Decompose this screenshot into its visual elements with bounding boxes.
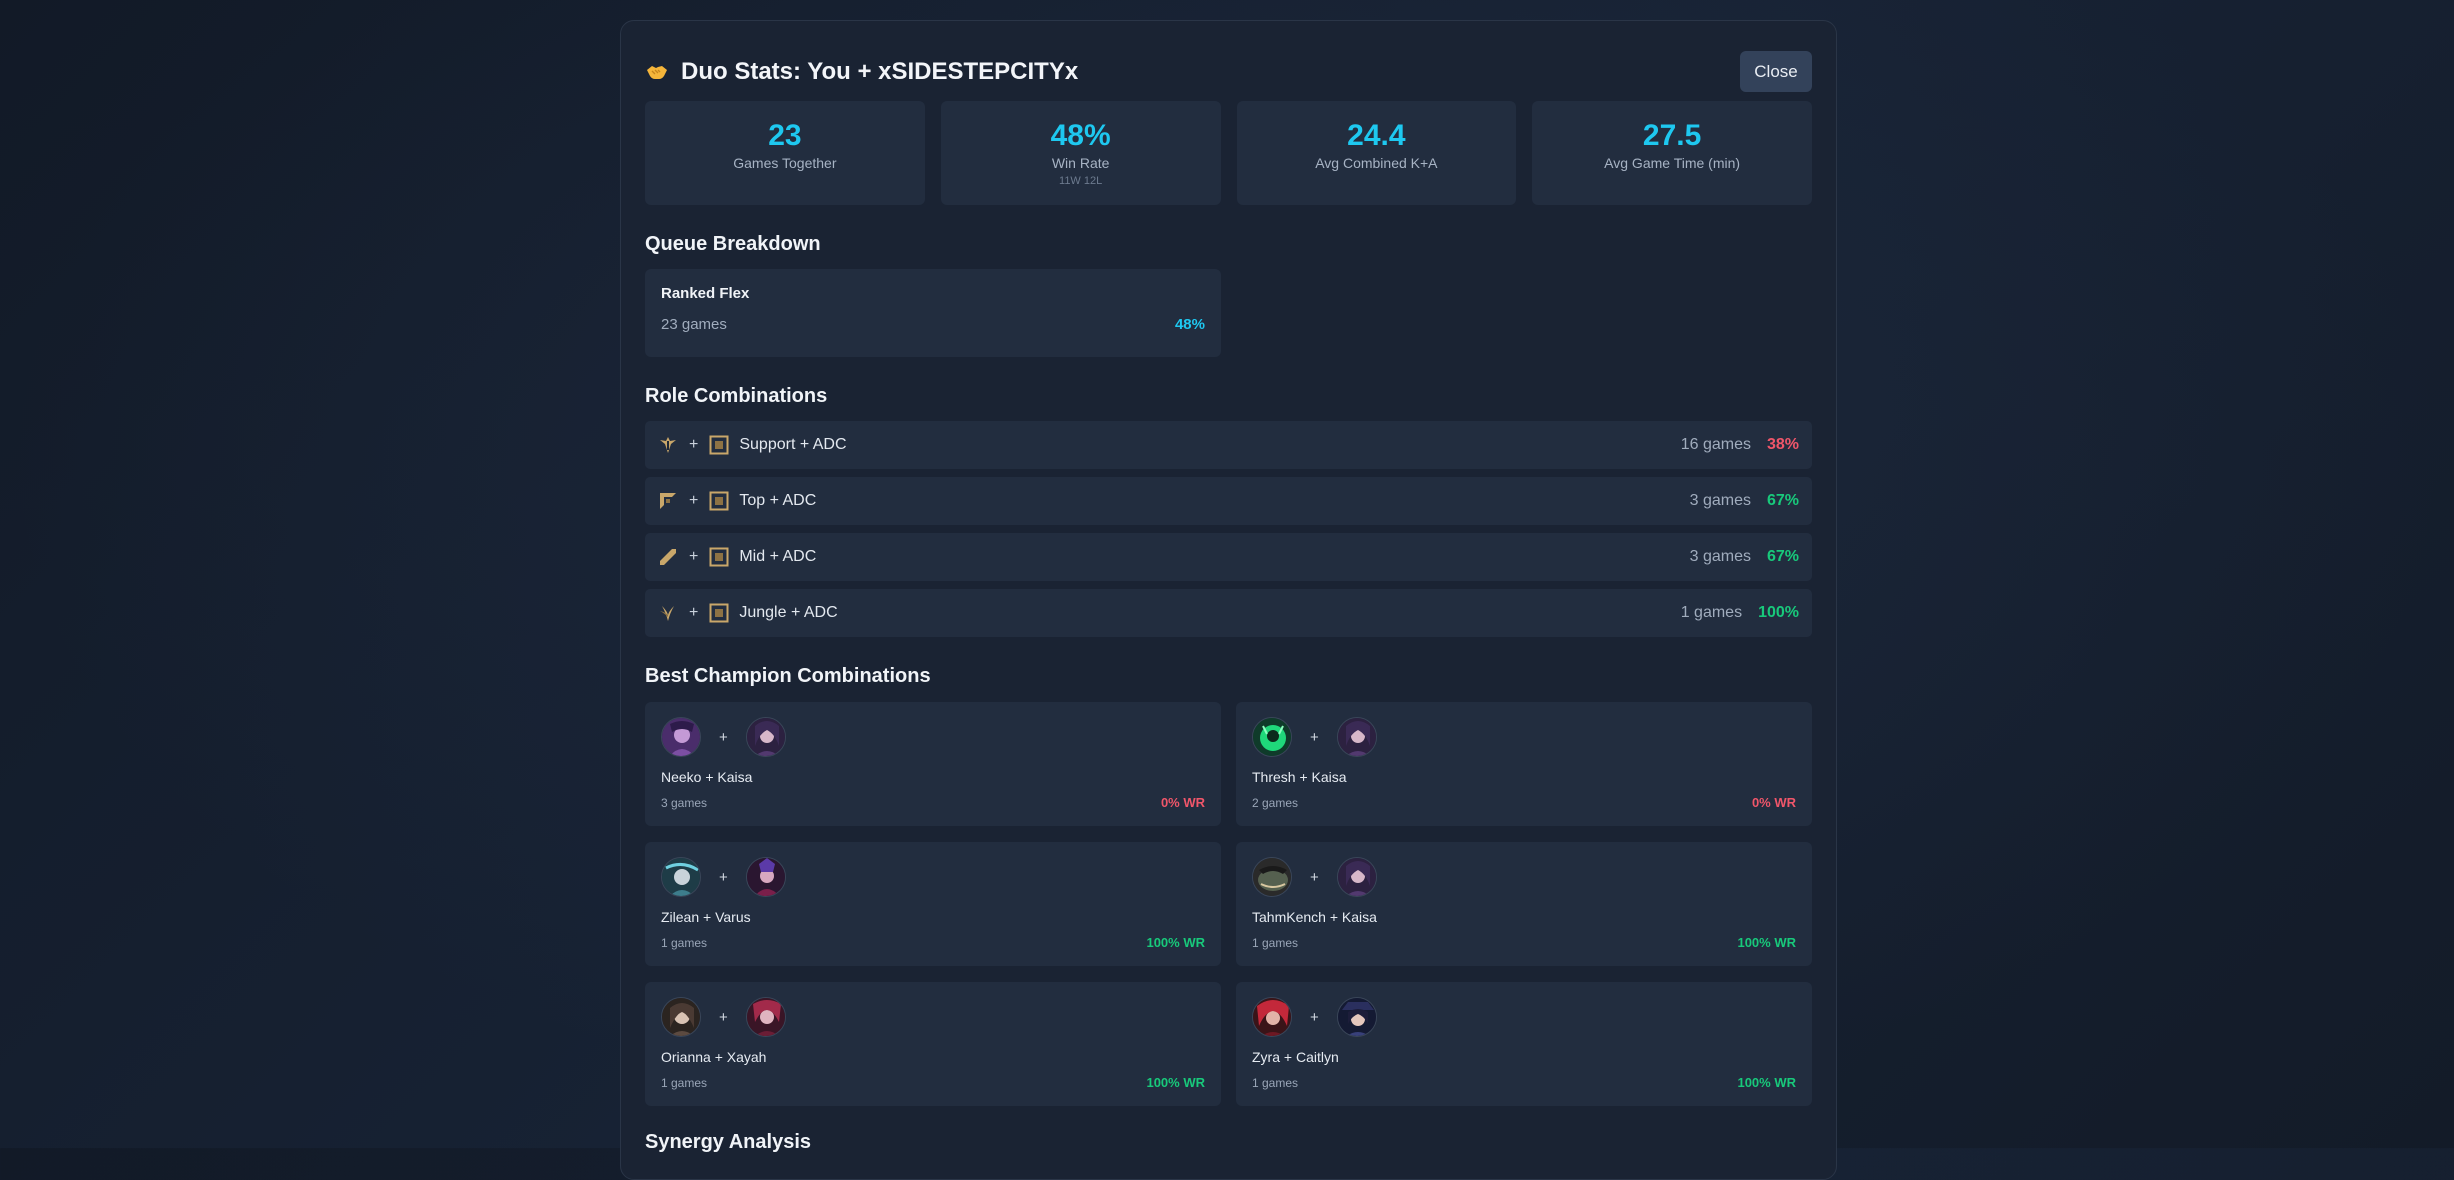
queue-breakdown-title: Queue Breakdown [645, 233, 821, 255]
role-label: Jungle + ADC [739, 604, 838, 621]
role-games: 1 games [1680, 604, 1743, 621]
stat-card-winrate: 48% Win Rate 11W 12L [940, 101, 1221, 205]
role-row-jungle-adc: + Jungle + ADC 1 games 100% [645, 589, 1812, 637]
role-games: 3 games [1689, 492, 1751, 509]
synergy-analysis-title: Synergy Analysis [645, 1131, 812, 1153]
role-combinations-list: + Support + ADC 16 games 38% + Top + ADC… [645, 421, 1812, 645]
champion-winrate: 100% WR [1146, 935, 1205, 950]
thresh-avatar [1252, 717, 1292, 757]
champion-winrate: 100% WR [1146, 1075, 1205, 1090]
plus-sign: + [719, 1008, 728, 1026]
role-row-top-adc: + Top + ADC 3 games 67% [645, 477, 1812, 525]
stat-sublabel: 11W 12L [1059, 175, 1103, 187]
duo-stats-modal: Duo Stats: You + xSIDESTEPCITYx Close 23… [620, 20, 1837, 1180]
champion-names: TahmKench + Kaisa [1252, 909, 1377, 925]
support-role-icon [658, 435, 678, 455]
kaisa-avatar [745, 717, 786, 757]
stat-label: Avg Combined K+A [1315, 155, 1438, 171]
champion-games: 1 games [1252, 1075, 1299, 1090]
stat-label: Win Rate [1051, 155, 1110, 171]
modal-header: Duo Stats: You + xSIDESTEPCITYx Close [645, 49, 1812, 95]
champion-combo-card: + TahmKench + Kaisa 1 games 100% WR [1236, 842, 1812, 966]
kaisa-avatar [1336, 857, 1377, 897]
neeko-avatar [661, 717, 701, 757]
adc-role-icon [709, 603, 729, 623]
queue-games: 23 games [661, 316, 727, 333]
plus-sign: + [689, 604, 699, 621]
queue-winrate: 48% [1174, 316, 1205, 333]
jungle-role-icon [658, 603, 678, 623]
mid-role-icon [658, 547, 678, 567]
role-winrate: 67% [1766, 548, 1799, 565]
zilean-avatar [661, 857, 701, 897]
champion-names: Thresh + Kaisa [1252, 769, 1347, 785]
stat-label: Games Together [733, 155, 837, 171]
close-button[interactable]: Close [1740, 51, 1812, 92]
zyra-avatar [1252, 997, 1292, 1037]
queue-card: Ranked Flex 23 games 48% [645, 269, 1221, 357]
role-games: 3 games [1689, 548, 1751, 565]
champion-games: 2 games [1252, 795, 1299, 810]
plus-sign: + [689, 548, 699, 565]
champion-combo-card: + Orianna + Xayah 1 games 100% WR [645, 982, 1221, 1106]
role-row-mid-adc: + Mid + ADC 3 games 67% [645, 533, 1812, 581]
xayah-avatar [745, 997, 786, 1037]
stat-value: 24.4 [1347, 119, 1406, 152]
champion-names: Orianna + Xayah [661, 1049, 767, 1065]
summary-stats: 23 Games Together 48% Win Rate 11W 12L 2… [645, 101, 1812, 205]
champion-games: 1 games [661, 935, 708, 950]
champion-games: 1 games [661, 1075, 708, 1090]
role-row-support-adc: + Support + ADC 16 games 38% [645, 421, 1812, 469]
plus-sign: + [719, 728, 728, 746]
plus-sign: + [1310, 1008, 1319, 1026]
champion-names: Neeko + Kaisa [661, 769, 753, 785]
stat-value: 23 [768, 119, 802, 152]
role-games: 16 games [1680, 436, 1751, 453]
champion-combo-card: + Neeko + Kaisa 3 games 0% WR [645, 702, 1221, 826]
queue-name: Ranked Flex [661, 285, 750, 302]
adc-role-icon [709, 435, 729, 455]
champion-combo-card: + Zilean + Varus 1 games 100% WR [645, 842, 1221, 966]
role-label: Mid + ADC [739, 548, 817, 565]
role-label: Support + ADC [739, 436, 847, 453]
role-winrate: 38% [1766, 436, 1799, 453]
top-role-icon [658, 491, 678, 511]
champion-winrate: 0% WR [1160, 795, 1205, 810]
champion-combo-card: + Zyra + Caitlyn 1 games 100% WR [1236, 982, 1812, 1106]
champion-combo-card: + Thresh + Kaisa 2 games 0% WR [1236, 702, 1812, 826]
plus-sign: + [1310, 728, 1319, 746]
champion-winrate: 0% WR [1751, 795, 1796, 810]
orianna-avatar [661, 997, 701, 1037]
champion-combinations-grid: + Neeko + Kaisa 3 games 0% WR + Thresh +… [645, 702, 1812, 1106]
modal-title: Duo Stats: You + xSIDESTEPCITYx [681, 58, 1079, 85]
champion-games: 1 games [1252, 935, 1299, 950]
tahmkench-avatar [1252, 857, 1292, 897]
plus-sign: + [689, 492, 699, 509]
role-winrate: 100% [1758, 604, 1799, 621]
champion-winrate: 100% WR [1737, 1075, 1796, 1090]
adc-role-icon [709, 491, 729, 511]
stat-card-games: 23 Games Together [645, 101, 925, 205]
plus-sign: + [1310, 868, 1319, 886]
stat-card-ka: 24.4 Avg Combined K+A [1236, 101, 1517, 205]
plus-sign: + [689, 436, 699, 453]
adc-role-icon [709, 547, 729, 567]
role-combinations-title: Role Combinations [645, 385, 828, 407]
champion-names: Zyra + Caitlyn [1252, 1049, 1339, 1065]
champion-combinations-title: Best Champion Combinations [645, 665, 931, 687]
role-label: Top + ADC [739, 492, 817, 509]
stat-label: Avg Game Time (min) [1604, 155, 1741, 171]
stat-value: 48% [1050, 119, 1111, 152]
stat-value: 27.5 [1642, 119, 1702, 152]
champion-winrate: 100% WR [1737, 935, 1796, 950]
champion-names: Zilean + Varus [661, 909, 751, 925]
caitlyn-avatar [1336, 997, 1377, 1037]
champion-games: 3 games [661, 795, 708, 810]
varus-avatar [745, 857, 786, 897]
role-winrate: 67% [1766, 492, 1799, 509]
stat-card-gametime: 27.5 Avg Game Time (min) [1532, 101, 1812, 205]
plus-sign: + [719, 868, 728, 886]
kaisa-avatar [1336, 717, 1377, 757]
handshake-icon [645, 60, 669, 84]
